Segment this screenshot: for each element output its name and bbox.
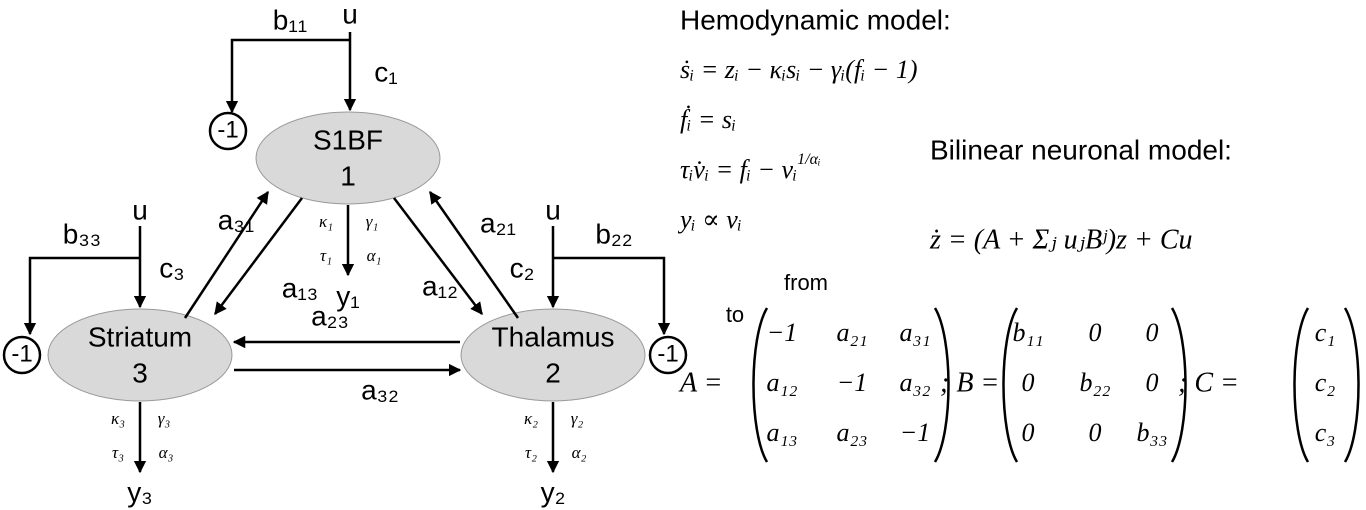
matrix-entry: 0 <box>1089 418 1102 447</box>
param: κ₃ <box>111 409 125 428</box>
connection-arrow <box>214 197 303 315</box>
input-label: u <box>545 194 561 225</box>
connection-label: a₁₃ <box>282 272 318 303</box>
matrix-bracket <box>1002 307 1019 463</box>
matrix-bracket <box>1293 307 1310 463</box>
node-number: 2 <box>545 357 561 388</box>
matrix-entry: b₁₁ <box>1012 318 1043 347</box>
matrix-entry: a₁₃ <box>766 418 797 447</box>
connection-label: a₂₃ <box>311 300 349 331</box>
equation: ṡᵢ = zᵢ − κᵢsᵢ − γᵢ(fᵢ − 1) <box>680 55 917 84</box>
param: τ₃ <box>112 443 124 462</box>
output-label: y₂ <box>541 476 566 507</box>
self-loop-label: -1 <box>657 340 678 367</box>
param: τ₂ <box>525 443 537 462</box>
self-loop <box>648 335 688 375</box>
matrix-entry: 0 <box>1022 418 1035 447</box>
feedback-arrow <box>553 256 671 336</box>
equation: ḟᵢ = sᵢ <box>680 105 736 134</box>
matrix-entry: a₃₂ <box>899 368 930 397</box>
param: κ₁ <box>319 212 333 231</box>
matrix-entry: −1 <box>767 318 798 347</box>
matrix-entry: −1 <box>900 418 931 447</box>
feedback-arrow <box>225 38 350 114</box>
matrix-axis-label: from <box>784 270 828 295</box>
input-weight: c₁ <box>374 56 397 87</box>
param: α₁ <box>367 246 382 265</box>
equation-text: yᵢ ∝ vᵢ <box>677 205 742 234</box>
matrix-bracket <box>1343 307 1360 463</box>
section-title: Hemodynamic model: <box>680 4 951 35</box>
matrix-entry: a₂₃ <box>836 418 867 447</box>
connection-arrow <box>183 190 270 319</box>
equation-superscript: 1/αᵢ <box>797 151 820 168</box>
modulation-label: b₁₁ <box>273 4 307 35</box>
matrix-bracket <box>933 307 950 463</box>
matrix-label: ; C = <box>1178 367 1239 398</box>
node-number: 1 <box>340 160 356 191</box>
param: γ₁ <box>366 212 379 231</box>
node-striatum <box>47 308 233 402</box>
equation: τᵢv̇ᵢ = fᵢ − vᵢ1/αᵢ <box>680 151 821 184</box>
input-label: u <box>132 194 148 225</box>
matrix-axis-label: to <box>726 302 744 327</box>
matrix-entry: a₂₁ <box>836 318 867 347</box>
section-title: Bilinear neuronal model: <box>930 134 1232 165</box>
param: τ₁ <box>320 246 332 265</box>
output-label: y₁ <box>336 280 359 311</box>
self-loop <box>2 335 42 375</box>
connection-label: a₃₁ <box>218 204 254 235</box>
self-loop-label: -1 <box>217 116 238 143</box>
equation: ż = (A + Σⱼ uⱼBʲ)z + Cu <box>929 224 1193 255</box>
param: α₂ <box>572 443 587 462</box>
matrix-entry: 0 <box>1146 368 1159 397</box>
matrix-entry: 0 <box>1089 318 1102 347</box>
input-label: u <box>342 0 358 29</box>
input-weight: c₃ <box>159 252 184 283</box>
matrix-entry: 0 <box>1146 318 1159 347</box>
equation-text: τᵢv̇ᵢ = fᵢ − vᵢ <box>680 155 797 184</box>
self-loop-label: -1 <box>11 340 32 367</box>
node-thalamus <box>460 308 646 402</box>
param: κ₂ <box>524 409 538 428</box>
matrix-label: ; B = <box>940 367 999 398</box>
matrix-entry: 0 <box>1022 368 1035 397</box>
matrix-entry: b₃₃ <box>1136 418 1167 447</box>
node-s1bf <box>255 111 441 205</box>
connection-arrow <box>393 197 483 315</box>
equation: yᵢ ∝ vᵢ <box>677 205 742 234</box>
connection-label: a₃₂ <box>361 374 399 405</box>
param: γ₃ <box>158 409 171 428</box>
equation-text: ṡᵢ = zᵢ − κᵢsᵢ − γᵢ(fᵢ − 1) <box>680 55 917 84</box>
node-name: S1BF <box>313 124 383 155</box>
connection-label: a₂₁ <box>480 207 516 238</box>
matrix-entry: a₁₂ <box>766 368 797 397</box>
matrix-entry: c₃ <box>1315 418 1336 447</box>
matrix-entry: c₂ <box>1315 368 1336 397</box>
equation-text: ḟᵢ = sᵢ <box>680 105 736 134</box>
node-name: Striatum <box>88 321 192 352</box>
param: α₃ <box>159 443 174 462</box>
node-name: Thalamus <box>492 321 615 352</box>
matrix-entry: c₁ <box>1315 318 1336 347</box>
param: γ₂ <box>571 409 584 428</box>
connection-label: a₁₂ <box>422 270 458 301</box>
connection-arrow <box>428 190 520 319</box>
matrix-entry: a₃₁ <box>899 318 930 347</box>
self-loop <box>208 111 248 151</box>
input-weight: c₂ <box>510 252 535 283</box>
matrix-bracket <box>752 307 769 463</box>
output-label: y₃ <box>127 476 152 507</box>
feedback-arrow <box>23 256 140 336</box>
matrix-bracket <box>1170 307 1187 463</box>
matrix-entry: b₂₂ <box>1079 368 1110 397</box>
modulation-label: b₃₃ <box>63 218 101 249</box>
modulation-label: b₂₂ <box>595 218 632 249</box>
node-number: 3 <box>132 357 148 388</box>
diagram <box>2 32 688 474</box>
matrix-label: A = <box>678 367 723 398</box>
matrix-entry: −1 <box>837 368 868 397</box>
